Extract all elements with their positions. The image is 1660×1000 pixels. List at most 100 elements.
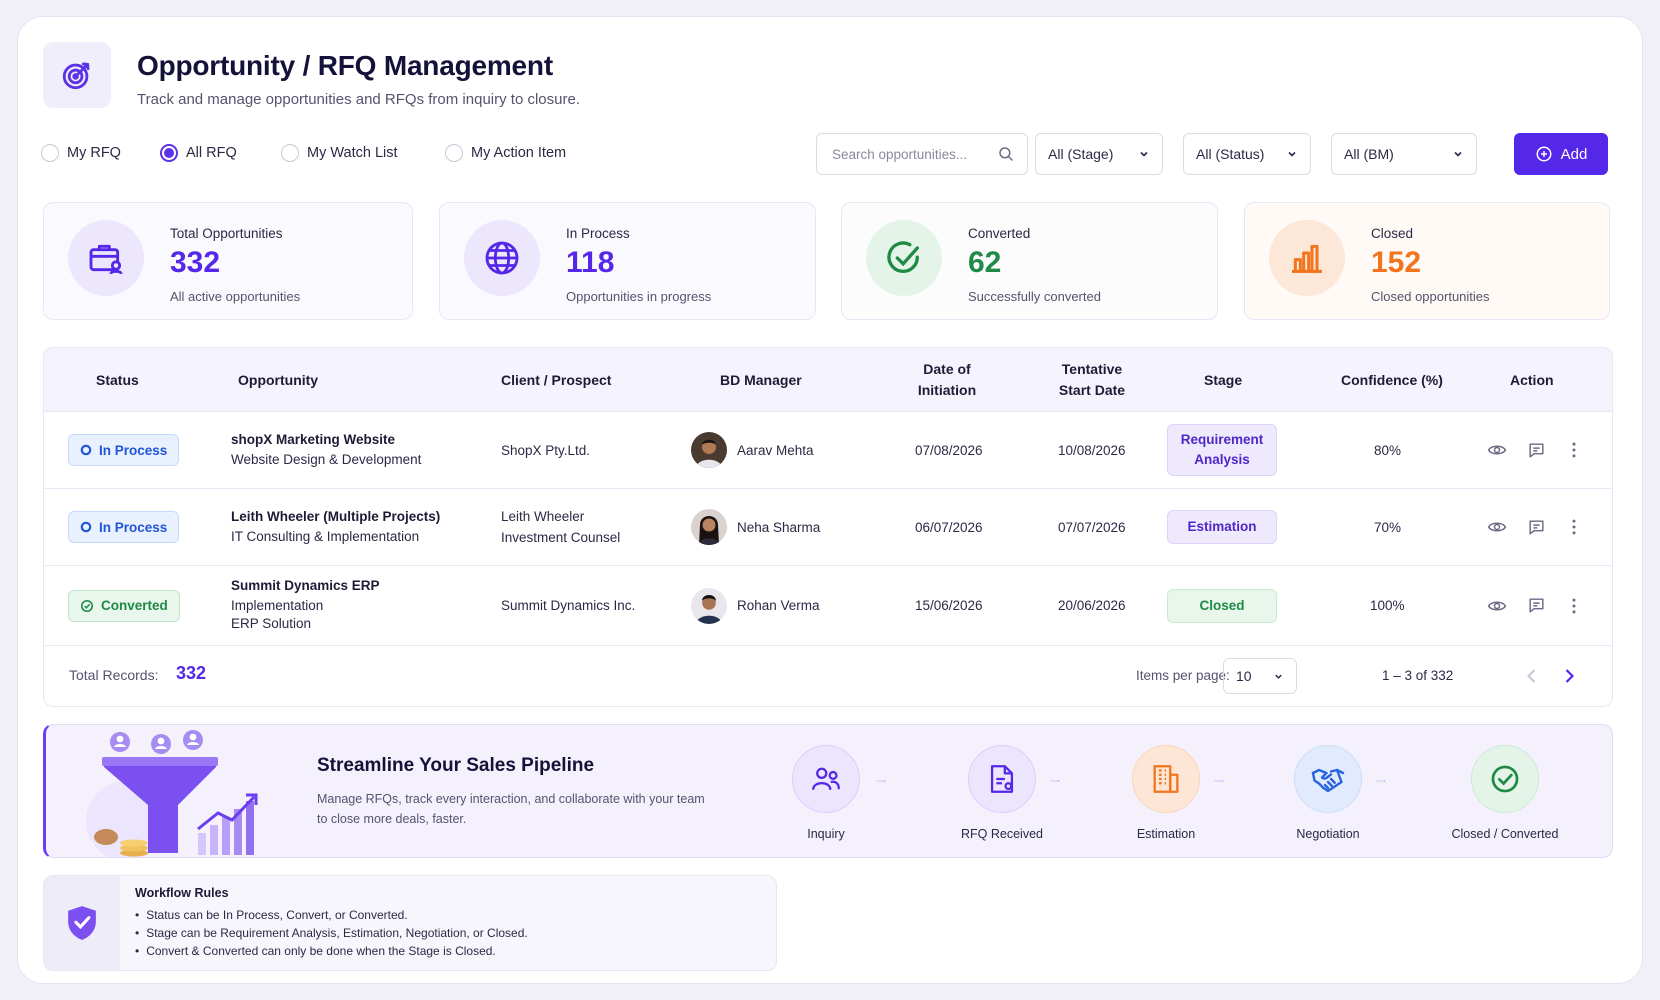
arrow-right-icon [1050,780,1060,782]
check-circle-icon [1471,745,1539,813]
comment-icon[interactable] [1527,596,1546,615]
pipeline-step-inquiry: Inquiry [756,745,896,841]
pipeline-step-negotiation: Negotiation [1258,745,1398,841]
more-vertical-icon[interactable] [1566,596,1582,616]
tentative-start-date: 07/07/2026 [1058,519,1126,535]
opportunity-title[interactable]: shopX Marketing Website [231,431,396,447]
view-eye-icon[interactable] [1487,596,1507,616]
header-status[interactable]: Status [96,371,139,388]
bd-manager-name: Aarav Mehta [737,442,814,458]
avatar [691,509,727,545]
arrow-right-icon [876,780,886,782]
date-initiation: 06/07/2026 [915,519,983,535]
globe-icon [464,220,540,296]
pipeline-step-estimation: Estimation [1096,745,1236,841]
table-row[interactable]: In Process shopX Marketing Website Websi… [44,412,1612,489]
tentative-start-date: 20/06/2026 [1058,598,1126,613]
arrow-right-icon [1214,780,1224,782]
page-container: Opportunity / RFQ Management Track and m… [17,16,1643,984]
stat-desc: All active opportunities [170,289,301,304]
search-input[interactable]: Search opportunities... [816,133,1028,175]
stat-value: 332 [170,246,221,279]
banner-description: Manage RFQs, track every interaction, an… [317,792,705,826]
status-badge: In Process [68,511,180,543]
header-confidence[interactable]: Confidence (%) [1341,371,1443,388]
step-label: Negotiation [1296,827,1360,841]
more-vertical-icon[interactable] [1566,517,1582,537]
arrow-right-icon [1376,780,1386,782]
stat-card-closed: Closed 152 Closed opportunities [1244,202,1610,320]
opportunity-title[interactable]: Leith Wheeler (Multiple Projects) [231,508,441,524]
rule-item: Status can be In Process, Convert, or Co… [135,906,528,924]
chevron-left-icon[interactable] [1522,666,1542,686]
header-opportunity[interactable]: Opportunity [238,371,319,388]
pipeline-step-closed-converted: Closed / Converted [1435,745,1575,841]
rules-list: Status can be In Process, Convert, or Co… [135,906,528,960]
briefcase-user-icon [68,220,144,296]
opportunities-table: Status Opportunity Client / Prospect BD … [43,347,1613,707]
radio-my-action-item[interactable]: My Action Item [445,144,566,162]
stat-value: 152 [1371,246,1422,279]
users-icon [792,745,860,813]
rule-item: Convert & Converted can only be done whe… [135,942,528,960]
confidence-value: 70% [1374,519,1402,535]
avatar [691,432,727,468]
stat-card-in-process: In Process 118 Opportunities in progress [439,202,816,320]
header-action: Action [1510,371,1554,388]
calculator-building-icon [1132,745,1200,813]
table-row[interactable]: In Process Leith Wheeler (Multiple Proje… [44,489,1612,566]
opportunity-subtitle: Implementation [231,598,324,613]
in-process-dot-icon [80,521,92,533]
header-date-initiation[interactable]: Date of Initiation [917,361,977,398]
confidence-value: 100% [1370,598,1405,613]
stat-label: Total Opportunities [170,226,283,241]
add-button[interactable]: Add [1514,133,1608,175]
comment-icon[interactable] [1527,441,1546,460]
comment-icon[interactable] [1527,518,1546,537]
header-client[interactable]: Client / Prospect [501,371,612,388]
more-vertical-icon[interactable] [1566,440,1582,460]
client-name: Leith Wheeler [501,509,585,524]
table-row[interactable]: Converted Summit Dynamics ERP Implementa… [44,566,1612,646]
tentative-start-date: 10/08/2026 [1058,442,1126,458]
bd-manager-name: Neha Sharma [737,519,821,535]
table-footer: Total Records: 332 Items per page: 10 1 … [44,646,1612,706]
status-select[interactable]: All (Status) [1183,133,1311,175]
table-header: Status Opportunity Client / Prospect BD … [44,348,1612,412]
opportunity-title[interactable]: Summit Dynamics ERP [231,578,380,593]
header-stage[interactable]: Stage [1204,371,1243,388]
header-bd-manager[interactable]: BD Manager [720,371,802,388]
radio-my-watch-list[interactable]: My Watch List [281,144,398,162]
page-subtitle: Track and manage opportunities and RFQs … [137,91,580,108]
stat-card-converted: Converted 62 Successfully converted [841,202,1218,320]
bar-chart-icon [1269,220,1345,296]
chevron-right-icon[interactable] [1559,666,1579,686]
in-process-dot-icon [80,444,92,456]
pipeline-step-rfq-received: RFQ Received [932,745,1072,841]
view-eye-icon[interactable] [1487,517,1507,537]
pagination-range: 1 – 3 of 332 [1382,668,1454,683]
stage-badge: Estimation [1167,510,1277,544]
handshake-icon [1294,745,1362,813]
workflow-rules-panel: Workflow Rules Status can be In Process,… [43,875,777,971]
stat-desc: Opportunities in progress [566,289,712,304]
items-per-page-select[interactable]: 10 [1223,658,1297,694]
status-badge: Converted [68,589,180,622]
radio-my-rfq[interactable]: My RFQ [41,144,121,162]
stage-select[interactable]: All (Stage) [1035,133,1163,175]
header-tentative-start[interactable]: Tentative Start Date [1058,361,1126,398]
document-icon [968,745,1036,813]
items-per-page-label: Items per page: [1136,668,1230,683]
stat-card-total: Total Opportunities 332 All active oppor… [43,202,413,320]
sales-funnel-illustration [86,730,258,857]
shield-check-icon [44,876,120,970]
stat-label: Converted [968,226,1031,241]
step-label: Inquiry [807,827,845,841]
pipeline-banner: Streamline Your Sales Pipeline Manage RF… [43,724,1613,858]
radio-all-rfq[interactable]: All RFQ [160,144,237,162]
date-initiation: 15/06/2026 [915,598,983,613]
view-eye-icon[interactable] [1487,440,1507,460]
stat-label: Closed [1371,226,1414,241]
bm-select[interactable]: All (BM) [1331,133,1477,175]
stat-value: 62 [968,246,1002,279]
